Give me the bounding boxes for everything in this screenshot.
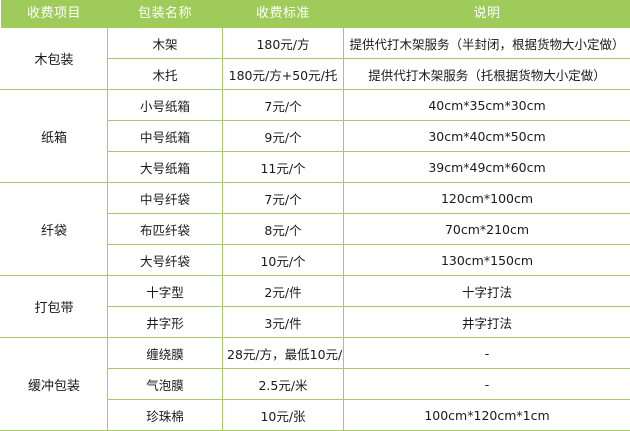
- group-cell: 纤袋: [1, 183, 108, 276]
- price-cell: 3元/件: [223, 307, 344, 338]
- table-header: 收费项目 包装名称 收费标准 说明: [1, 0, 630, 28]
- description-cell: 130cm*150cm: [344, 245, 630, 276]
- group-cell: 打包带: [1, 276, 108, 338]
- column-header-package-name: 包装名称: [108, 0, 223, 28]
- price-cell: 7元/个: [223, 183, 344, 214]
- description-cell: 30cm*40cm*50cm: [344, 121, 630, 152]
- price-cell: 180元/方+50元/托: [223, 59, 344, 90]
- package-name-cell: 大号纤袋: [108, 245, 223, 276]
- description-cell: 提供代打木架服务（半封闭，根据货物大小定做）: [344, 28, 630, 59]
- description-cell: -: [344, 369, 630, 400]
- description-cell: 39cm*49cm*60cm: [344, 152, 630, 183]
- package-name-cell: 珍珠棉: [108, 400, 223, 431]
- package-name-cell: 中号纸箱: [108, 121, 223, 152]
- price-cell: 10元/个: [223, 245, 344, 276]
- package-name-cell: 木托: [108, 59, 223, 90]
- package-name-cell: 大号纸箱: [108, 152, 223, 183]
- package-name-cell: 木架: [108, 28, 223, 59]
- group-cell: 纸箱: [1, 90, 108, 183]
- description-cell: 40cm*35cm*30cm: [344, 90, 630, 121]
- package-name-cell: 十字型: [108, 276, 223, 307]
- price-cell: 28元/方，最低10元/票: [223, 338, 344, 369]
- column-header-charge-item: 收费项目: [1, 0, 108, 28]
- group-cell: 缓冲包装: [1, 338, 108, 431]
- package-name-cell: 井字形: [108, 307, 223, 338]
- price-cell: 2元/件: [223, 276, 344, 307]
- price-cell: 2.5元/米: [223, 369, 344, 400]
- description-cell: 100cm*120cm*1cm: [344, 400, 630, 431]
- table-header-row: 收费项目 包装名称 收费标准 说明: [1, 0, 630, 28]
- price-cell: 8元/个: [223, 214, 344, 245]
- price-cell: 9元/个: [223, 121, 344, 152]
- price-cell: 11元/个: [223, 152, 344, 183]
- description-cell: 120cm*100cm: [344, 183, 630, 214]
- price-cell: 7元/个: [223, 90, 344, 121]
- price-cell: 180元/方: [223, 28, 344, 59]
- package-name-cell: 布匹纤袋: [108, 214, 223, 245]
- package-name-cell: 中号纤袋: [108, 183, 223, 214]
- column-header-charge-standard: 收费标准: [223, 0, 344, 28]
- package-name-cell: 缠绕膜: [108, 338, 223, 369]
- description-cell: 提供代打木架服务（托根据货物大小定做）: [344, 59, 630, 90]
- package-name-cell: 气泡膜: [108, 369, 223, 400]
- group-cell: 木包装: [1, 28, 108, 90]
- description-cell: 井字打法: [344, 307, 630, 338]
- package-name-cell: 小号纸箱: [108, 90, 223, 121]
- description-cell: -: [344, 338, 630, 369]
- column-header-description: 说明: [344, 0, 630, 28]
- description-cell: 十字打法: [344, 276, 630, 307]
- description-cell: 70cm*210cm: [344, 214, 630, 245]
- price-cell: 10元/张: [223, 400, 344, 431]
